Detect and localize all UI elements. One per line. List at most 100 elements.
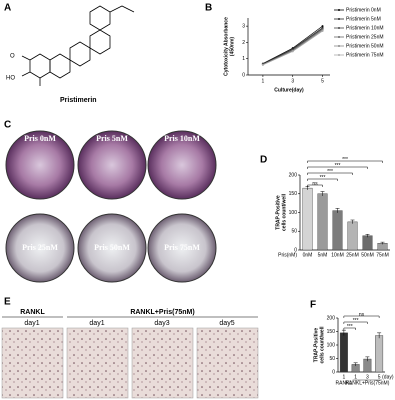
y-axis-label: (450nm) — [229, 37, 235, 57]
well-label: Pris 5nM — [96, 134, 128, 143]
significance-label: *** — [347, 324, 353, 330]
day-label: day1 — [89, 320, 104, 327]
bar — [302, 187, 313, 251]
y-tick-label: 0 — [242, 72, 245, 78]
significance-label: *** — [353, 318, 359, 324]
error-bar — [377, 332, 382, 339]
y-tick-label: 100 — [289, 210, 298, 216]
bar — [332, 210, 343, 251]
ring — [49, 53, 71, 79]
well-label: Pris 50nM — [94, 243, 130, 252]
y-tick-label: 0 — [294, 247, 297, 253]
significance-label: *** — [335, 163, 341, 169]
micrograph — [1, 327, 64, 399]
y-tick-label: 0 — [332, 369, 335, 375]
day-label: day5 — [219, 320, 234, 327]
group-label: RANKL — [336, 380, 353, 386]
error-bar — [380, 241, 385, 245]
well — [5, 213, 75, 283]
significance-label: *** — [320, 175, 326, 181]
significance-bracket — [343, 315, 380, 318]
y-axis-label: cells count/well — [281, 193, 287, 231]
well-label: Pris 75nM — [164, 243, 200, 252]
error-bar — [365, 356, 370, 362]
panel-label: B — [205, 3, 212, 14]
well-label: Pris 25nM — [22, 243, 58, 252]
x-tick-label: 75nM — [376, 252, 389, 258]
significance-bracket — [307, 172, 353, 175]
legend-label: Pristimerin 0nM — [346, 7, 381, 13]
day-label: day3 — [154, 320, 169, 327]
well-label: Pris 0nM — [24, 134, 56, 143]
significance-bracket — [307, 184, 323, 187]
well — [5, 130, 75, 200]
legend-label: Pristimerin 50nM — [346, 43, 384, 49]
panel-label: F — [310, 300, 316, 311]
ring — [89, 29, 111, 55]
significance-label: ns — [312, 181, 318, 187]
error-bar — [350, 219, 355, 224]
x-tick-label: 5 — [321, 78, 324, 84]
x-unit: (day) — [382, 374, 394, 380]
y-tick-label: 3 — [242, 23, 245, 29]
y-tick-label: 200 — [289, 172, 298, 178]
y-tick-label: 1 — [242, 56, 245, 62]
y-tick-label: 150 — [327, 329, 336, 335]
y-axis-label: Cytotoxicity Absorbance — [223, 17, 229, 76]
significance-label: *** — [342, 157, 348, 163]
x-axis-label: Culture(day) — [274, 87, 304, 93]
x-tick-label: 3 — [291, 78, 294, 84]
significance-bracket — [307, 166, 368, 169]
y-tick-label: 2 — [242, 40, 245, 46]
bar — [317, 193, 328, 251]
ring — [29, 53, 51, 79]
x-tick-label: 50nM — [361, 252, 374, 258]
panel-label: A — [4, 3, 11, 14]
bar — [375, 335, 384, 373]
well-label: Pris 10nM — [164, 134, 200, 143]
x-axis-label: Pris(nM) — [278, 252, 297, 258]
bar — [362, 235, 373, 251]
day-label: day1 — [24, 320, 39, 327]
legend-marker — [338, 9, 340, 11]
y-tick-label: 150 — [289, 191, 298, 197]
atom: O — [10, 54, 15, 60]
bar — [339, 332, 348, 373]
legend-marker — [338, 27, 340, 29]
x-tick-label: 5nM — [318, 252, 328, 258]
x-tick-label: 25nM — [346, 252, 359, 258]
error-bar — [341, 329, 346, 336]
panel-label: D — [260, 155, 267, 166]
group-label: RANKL+Pris(75nM) — [345, 380, 389, 386]
ring — [69, 41, 91, 67]
x-tick-label: 10nM — [331, 252, 344, 258]
significance-bracket — [343, 327, 356, 330]
x-tick-label: 0nM — [303, 252, 313, 258]
series-line — [262, 27, 323, 65]
x-tick-label: 1 — [262, 78, 265, 84]
y-tick-label: 200 — [327, 315, 336, 321]
bond — [21, 55, 31, 61]
ring — [89, 5, 111, 31]
legend-label: Pristimerin 10nM — [346, 25, 384, 31]
x-tick-label: 1 — [354, 374, 357, 380]
micrograph — [196, 327, 259, 399]
well — [147, 130, 217, 200]
significance-label: *** — [327, 169, 333, 175]
legend-marker — [338, 18, 340, 20]
group-label: RANKL — [20, 309, 45, 316]
y-tick-label: 50 — [329, 356, 335, 362]
well — [77, 130, 147, 200]
error-bar — [353, 362, 358, 367]
significance-bracket — [307, 160, 383, 163]
y-axis-label: cells count/well — [319, 326, 325, 364]
legend-label: Pristimerin 75nM — [346, 52, 384, 58]
atom: HO — [6, 76, 15, 82]
point — [291, 50, 294, 53]
y-tick-label: 50 — [291, 229, 297, 235]
y-tick-label: 100 — [327, 342, 336, 348]
point — [321, 25, 324, 28]
